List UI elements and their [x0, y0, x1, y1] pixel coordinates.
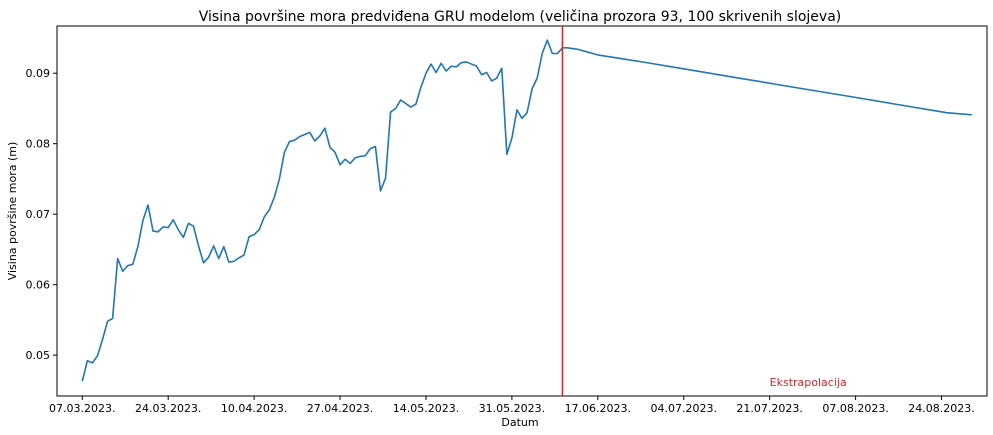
x-tick-label: 31.05.2023.: [479, 402, 545, 415]
x-axis: 07.03.2023. 24.03.2023. 10.04.2023. 27.04.2…: [49, 396, 975, 415]
x-axis-label: Datum: [501, 416, 538, 429]
x-tick-label: 07.08.2023.: [822, 402, 888, 415]
x-tick-label: 24.08.2023.: [908, 402, 974, 415]
y-tick-label: 0.06: [26, 279, 51, 292]
x-tick-label: 07.03.2023.: [49, 402, 115, 415]
series-line: [81, 39, 972, 382]
y-axis-label: Visina površine mora (m): [6, 142, 19, 281]
x-tick-label: 10.04.2023.: [221, 402, 287, 415]
extrapolation-annotation: Ekstrapolacija: [770, 376, 847, 389]
x-tick-label: 21.07.2023.: [736, 402, 802, 415]
x-tick-label: 27.04.2023.: [307, 402, 373, 415]
plot-frame: [56, 25, 988, 397]
y-tick-label: 0.09: [26, 67, 51, 80]
plot-area: [56, 25, 988, 397]
x-tick-label: 24.03.2023.: [135, 402, 201, 415]
x-tick-label: 14.05.2023.: [393, 402, 459, 415]
y-tick-label: 0.07: [26, 208, 51, 221]
chart-title: Visina površine mora predviđena GRU mode…: [199, 9, 842, 25]
x-tick-label: 17.06.2023.: [565, 402, 631, 415]
x-tick-label: 04.07.2023.: [650, 402, 716, 415]
y-tick-label: 0.08: [26, 138, 51, 151]
y-axis: 0.05 0.06 0.07 0.08 0.09: [26, 67, 57, 362]
y-tick-label: 0.05: [26, 349, 51, 362]
